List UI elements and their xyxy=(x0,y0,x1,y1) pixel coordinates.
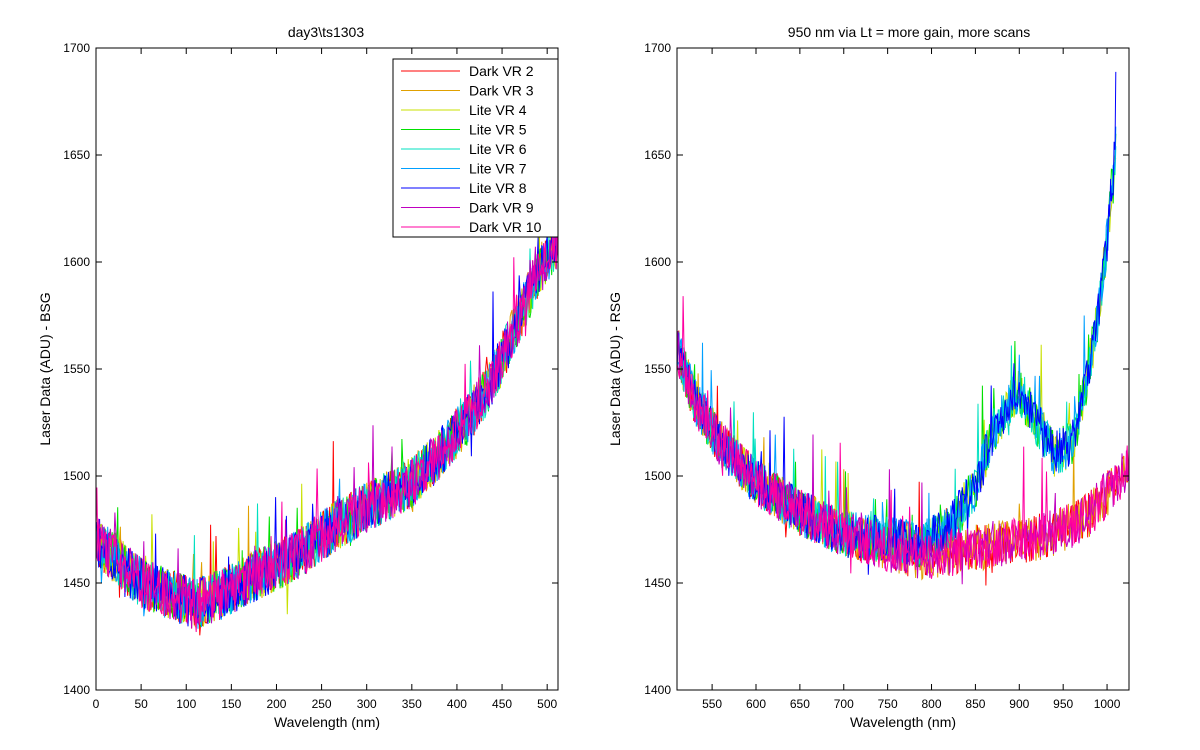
x-tick-label: 0 xyxy=(93,697,100,711)
y-tick-label: 1400 xyxy=(644,683,671,697)
right-series-line-dark-vr-9 xyxy=(677,330,1129,585)
x-tick-label: 600 xyxy=(746,697,766,711)
right-plot-area xyxy=(677,71,1129,586)
left-plot-area xyxy=(96,202,558,636)
legend: Dark VR 2 Dark VR 3 Lite VR 4 Lite VR 5 Lite… xyxy=(392,58,559,238)
right-series-line-lite-vr-8 xyxy=(677,71,1117,575)
x-tick-label: 150 xyxy=(221,697,241,711)
y-tick-label: 1650 xyxy=(644,148,671,162)
y-tick-label: 1400 xyxy=(63,683,90,697)
right-series-line-dark-vr-10 xyxy=(677,296,1129,579)
x-tick-label: 350 xyxy=(402,697,422,711)
y-tick-label: 1450 xyxy=(63,576,90,590)
x-tick-label: 100 xyxy=(176,697,196,711)
y-tick-label: 1550 xyxy=(644,362,671,376)
x-tick-label: 900 xyxy=(1009,697,1029,711)
x-tick-label: 400 xyxy=(447,697,467,711)
y-tick-label: 1550 xyxy=(63,362,90,376)
y-tick-label: 1700 xyxy=(644,41,671,55)
legend-entry-label: Dark VR 10 xyxy=(469,219,542,235)
legend-entry-label: Lite VR 4 xyxy=(469,102,527,118)
x-tick-label: 500 xyxy=(537,697,557,711)
right-x-axis-label: Wavelength (nm) xyxy=(850,714,956,730)
legend-entry-label: Lite VR 7 xyxy=(469,161,527,177)
x-tick-label: 200 xyxy=(266,697,286,711)
x-tick-label: 1000 xyxy=(1094,697,1121,711)
right-y-axis-label: Laser Data (ADU) - RSG xyxy=(607,292,623,446)
right-chart-panel: 950 nm via Lt = more gain, more scans 55… xyxy=(607,24,1130,730)
x-tick-label: 550 xyxy=(702,697,722,711)
x-tick-label: 850 xyxy=(965,697,985,711)
legend-entry-label: Lite VR 6 xyxy=(469,141,527,157)
legend-entry-label: Dark VR 2 xyxy=(469,63,534,79)
legend-entry-label: Lite VR 8 xyxy=(469,180,527,196)
y-tick-label: 1650 xyxy=(63,148,90,162)
legend-entry-label: Dark VR 9 xyxy=(469,200,534,216)
left-series-line-dark-vr-10 xyxy=(96,231,558,633)
x-tick-label: 700 xyxy=(834,697,854,711)
x-tick-label: 750 xyxy=(878,697,898,711)
x-tick-label: 800 xyxy=(922,697,942,711)
right-chart-title: 950 nm via Lt = more gain, more scans xyxy=(788,24,1030,40)
x-tick-label: 50 xyxy=(134,697,148,711)
right-axis-ticks: 550 600 650 700 750 800 850 900 950 1000 1400 1450 1… xyxy=(644,41,1129,711)
y-tick-label: 1500 xyxy=(644,469,671,483)
y-tick-label: 1700 xyxy=(63,41,90,55)
left-y-axis-label: Laser Data (ADU) - BSG xyxy=(37,292,53,445)
left-chart-title: day3\ts1303 xyxy=(288,24,364,40)
y-tick-label: 1500 xyxy=(63,469,90,483)
legend-entry-label: Dark VR 3 xyxy=(469,83,534,99)
x-tick-label: 450 xyxy=(492,697,512,711)
left-axis-ticks: 0 50 100 150 200 250 300 350 400 450 500 1400 1450 15… xyxy=(63,41,558,711)
x-tick-label: 950 xyxy=(1053,697,1073,711)
y-tick-label: 1450 xyxy=(644,576,671,590)
y-tick-label: 1600 xyxy=(644,255,671,269)
y-tick-label: 1600 xyxy=(63,255,90,269)
legend-entry-label: Lite VR 5 xyxy=(469,122,527,138)
left-x-axis-label: Wavelength (nm) xyxy=(274,714,380,730)
x-tick-label: 250 xyxy=(312,697,332,711)
x-tick-label: 300 xyxy=(357,697,377,711)
left-chart-panel: day3\ts1303 0 50 100 150 200 250 300 350 400 450 5… xyxy=(37,24,559,730)
x-tick-label: 650 xyxy=(790,697,810,711)
